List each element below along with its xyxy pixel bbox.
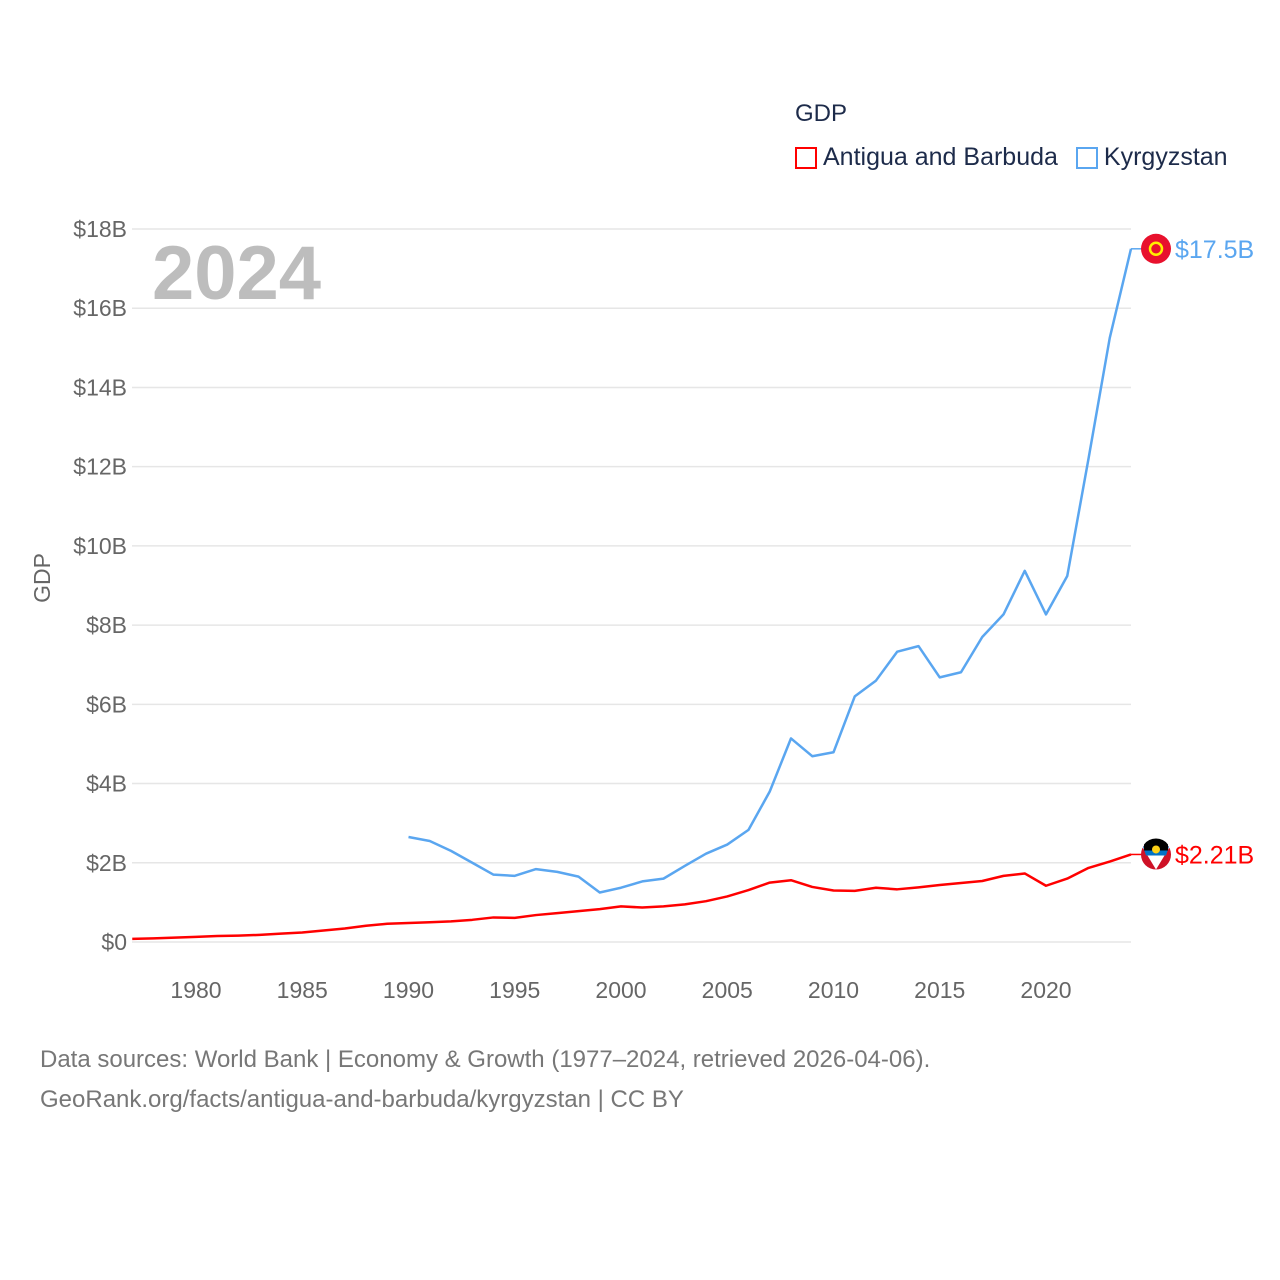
y-tick-label: $10B <box>73 533 127 559</box>
x-tick-label: 2020 <box>1020 977 1071 1003</box>
legend-item-kyrgyzstan[interactable]: Kyrgyzstan <box>1075 143 1228 172</box>
x-tick-label: 2005 <box>702 977 753 1003</box>
x-tick-label: 1980 <box>170 977 221 1003</box>
series-line-1 <box>408 248 1133 894</box>
flag-sun-icon <box>1152 845 1160 854</box>
y-tick-label: $12B <box>73 454 127 480</box>
legend-label: Antigua and Barbuda <box>823 143 1058 171</box>
y-tick-label: $18B <box>73 216 127 242</box>
series-line-0 <box>132 853 1132 941</box>
legend-item-antigua[interactable]: Antigua and Barbuda <box>795 143 1058 172</box>
x-tick-label: 1990 <box>383 977 434 1003</box>
legend-label: Kyrgyzstan <box>1103 143 1228 171</box>
x-tick-label: 2015 <box>914 977 965 1003</box>
kyrgyzstan-flag-icon <box>1141 233 1171 264</box>
end-value-label: $17.5B <box>1175 236 1254 264</box>
y-tick-label: $6B <box>86 691 127 717</box>
x-tick-label: 2000 <box>595 977 646 1003</box>
x-tick-label: 2010 <box>808 977 859 1003</box>
flag-sun-icon <box>1148 241 1164 257</box>
x-tick-label: 1985 <box>277 977 328 1003</box>
legend: Antigua and Barbuda Kyrgyzstan <box>795 143 1228 172</box>
year-label: 2024 <box>152 231 322 316</box>
y-axis-label: GDP <box>29 553 55 603</box>
y-tick-label: $0 <box>101 929 127 955</box>
y-tick-label: $14B <box>73 374 127 400</box>
y-tick-label: $4B <box>86 771 127 797</box>
legend-title: GDP <box>795 100 848 127</box>
source-note: Data sources: World Bank | Economy & Gro… <box>40 1046 931 1073</box>
legend-swatch <box>795 146 817 169</box>
flag-black-band <box>1144 838 1168 851</box>
legend-swatch <box>1075 146 1098 169</box>
y-tick-label: $2B <box>86 850 127 876</box>
y-tick-label: $8B <box>86 612 127 638</box>
end-value-label: $2.21B <box>1175 841 1254 869</box>
x-tick-label: 1995 <box>489 977 540 1003</box>
source-link[interactable]: GeoRank.org/facts/antigua-and-barbuda/ky… <box>40 1086 684 1113</box>
y-tick-label: $16B <box>73 295 127 321</box>
